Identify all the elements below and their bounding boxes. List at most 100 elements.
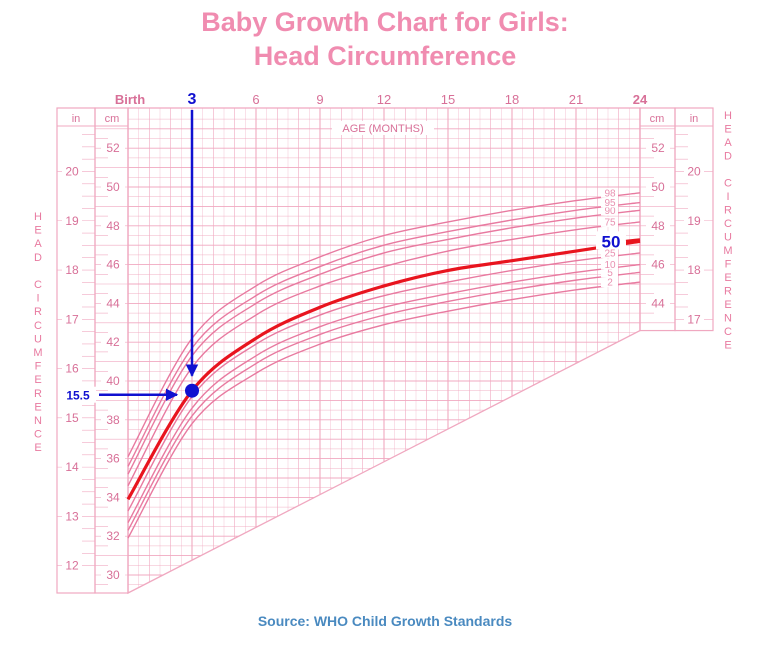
percentile-label-bg — [601, 197, 618, 208]
y-axis-title-left-letter: E — [34, 225, 41, 237]
y-axis-title-left-letter: M — [33, 347, 42, 359]
annotation-y-label-bg — [60, 386, 96, 403]
cm-tick-label-left: 42 — [106, 335, 120, 349]
chart-title-line-2: Head Circumference — [253, 41, 517, 71]
inch-tick-label-bg — [62, 263, 82, 278]
y-axis-title-left-letter: R — [34, 388, 42, 400]
cm-tick-label-bg — [101, 490, 125, 505]
y-axis-title-left-letter: R — [34, 306, 42, 318]
inch-tick-label-left: 20 — [65, 164, 79, 178]
y-axis-title-right-letter: M — [723, 245, 732, 257]
y-axis-title-right-letter: E — [724, 272, 731, 284]
y-axis-title-right-letter: D — [724, 151, 732, 163]
y-axis-title-right-letter: C — [724, 178, 732, 190]
cm-tick-label-left: 38 — [106, 413, 120, 427]
inch-scale-right — [674, 107, 714, 332]
y-axis-title-right-letter: I — [726, 191, 729, 203]
inch-unit-right: in — [690, 113, 699, 125]
percentile-label-50: 50 — [602, 232, 621, 251]
x-tick-label: 21 — [569, 92, 583, 107]
y-axis-title-left-letter: F — [35, 361, 42, 373]
inch-tick-label-right: 17 — [687, 312, 701, 326]
cm-tick-label-right: 48 — [651, 219, 665, 233]
x-tick-label: 24 — [633, 92, 648, 107]
cm-tick-label-bg — [101, 335, 125, 350]
y-axis-title-right-letter: E — [724, 340, 731, 352]
inch-tick-label-left: 14 — [65, 460, 79, 474]
y-axis-title-right-letter: C — [724, 326, 732, 338]
percentile-curve-10 — [127, 263, 641, 523]
cm-tick-label-bg — [101, 257, 125, 272]
cm-tick-label-bg — [101, 296, 125, 311]
inch-tick-label-bg — [62, 312, 82, 327]
y-axis-title-right-letter: E — [724, 299, 731, 311]
x-tick-label: 3 — [188, 91, 197, 108]
inch-tick-label-right: 20 — [687, 164, 701, 178]
x-tick-label: 6 — [252, 92, 259, 107]
cm-tick-label-bg — [101, 141, 125, 156]
cm-tick-label-right: 44 — [651, 296, 665, 310]
percentile-label-5: 5 — [607, 268, 613, 279]
cm-tick-label-bg — [646, 141, 670, 156]
percentile-label-2: 2 — [607, 278, 613, 289]
inch-tick-label-left: 13 — [65, 509, 79, 523]
cm-tick-label-bg — [101, 218, 125, 233]
y-axis-title-left-letter: A — [34, 238, 42, 250]
y-axis-title-right-letter: H — [724, 110, 732, 122]
cm-tick-label-left: 40 — [106, 374, 120, 388]
y-axis-title-right-letter: F — [725, 259, 732, 271]
cm-tick-label-left: 46 — [106, 258, 120, 272]
highlight-label-bg — [596, 231, 626, 250]
inch-tick-label-left: 15 — [65, 411, 79, 425]
percentile-label-25: 25 — [604, 248, 616, 259]
y-axis-title-left-letter: E — [34, 401, 41, 413]
percentile-label-bg — [601, 259, 618, 270]
y-axis-title-left-letter: C — [34, 320, 42, 332]
y-axis-title-left-letter: I — [36, 293, 39, 305]
inch-tick-label-right: 19 — [687, 214, 701, 228]
inch-tick-label-left: 12 — [65, 559, 79, 573]
inch-tick-label-right: 18 — [687, 263, 701, 277]
inch-tick-label-bg — [62, 509, 82, 524]
x-tick-label: Birth — [115, 92, 145, 107]
inch-tick-label-bg — [62, 213, 82, 228]
x-axis-label-bg — [332, 121, 434, 135]
percentile-curve-98 — [127, 192, 641, 457]
inch-tick-label-bg — [684, 312, 704, 327]
inch-tick-label-bg — [684, 164, 704, 179]
inch-tick-label-bg — [62, 558, 82, 573]
inch-tick-label-left: 17 — [65, 312, 79, 326]
inch-unit-left: in — [72, 113, 81, 125]
inch-tick-label-left: 18 — [65, 263, 79, 277]
cm-tick-label-right: 52 — [651, 141, 665, 155]
y-axis-title-left-letter: U — [34, 333, 42, 345]
y-axis-title-right-letter: R — [724, 286, 732, 298]
annotation-y-label: 15.5 — [66, 389, 90, 403]
inch-tick-label-bg — [62, 460, 82, 475]
source-note: Source: WHO Child Growth Standards — [257, 613, 513, 629]
cm-tick-label-bg — [101, 374, 125, 388]
y-axis-title-right-letter: U — [724, 232, 732, 244]
y-axis-title-right-letter: C — [724, 218, 732, 230]
inch-tick-label-bg — [684, 213, 704, 228]
y-axis-title-left-letter: H — [34, 211, 42, 223]
inch-tick-label-bg — [62, 361, 82, 376]
y-axis-title-left-letter: C — [34, 279, 42, 291]
percentile-curve-2 — [127, 281, 641, 539]
inch-tick-label-left: 16 — [65, 362, 79, 376]
y-axis-title-right-letter: E — [724, 124, 731, 136]
y-axis-title-right-letter: N — [724, 313, 732, 325]
cm-tick-label-bg — [646, 257, 670, 272]
percentile-label-bg — [601, 187, 618, 198]
plot-grid — [128, 108, 640, 593]
cm-tick-label-bg — [101, 180, 125, 194]
percentile-label-90: 90 — [604, 206, 616, 217]
inch-tick-label-bg — [684, 263, 704, 278]
annotation-point — [185, 383, 199, 398]
x-tick-label: 15 — [441, 92, 455, 107]
cm-tick-label-right: 46 — [651, 258, 665, 272]
cm-tick-label-left: 34 — [106, 490, 120, 504]
inch-tick-label-bg — [62, 410, 82, 425]
chart-title-line-1: Baby Growth Chart for Girls: — [201, 7, 569, 37]
